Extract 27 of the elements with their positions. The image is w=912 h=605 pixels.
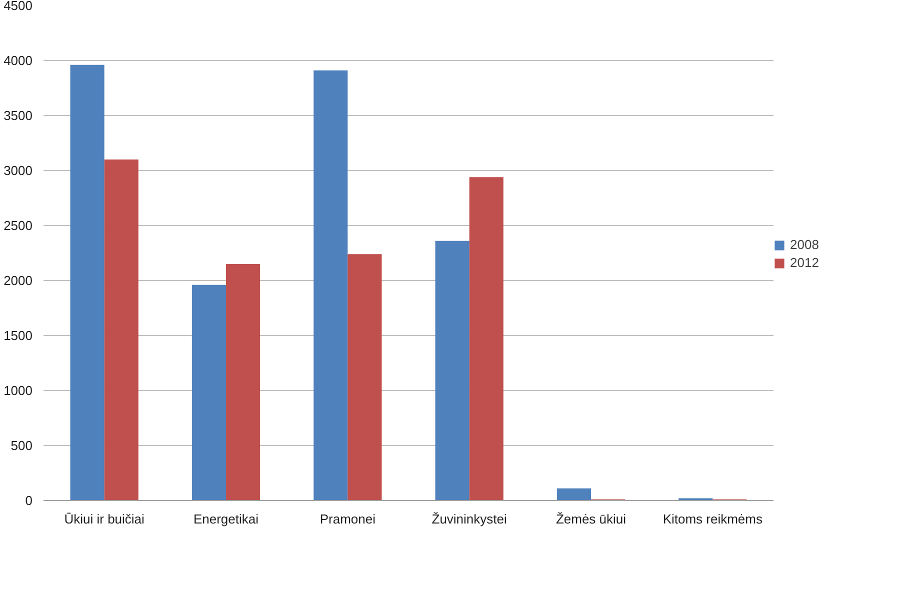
bar (192, 284, 226, 500)
y-tick-label: 3000 (4, 163, 32, 178)
bar (104, 160, 138, 500)
x-tick-label: Pramonei (320, 512, 376, 526)
bar (348, 254, 382, 500)
x-tick-label: Žemės ūkiui (556, 512, 626, 526)
bar (70, 64, 104, 500)
x-tick-label: Energetikai (193, 512, 259, 526)
bar (556, 488, 591, 500)
bar (226, 264, 260, 500)
legend-label: 2008 (790, 237, 819, 252)
y-tick-label: 2500 (4, 218, 32, 233)
y-tick-label: 0 (25, 493, 33, 508)
y-tick-label: 4500 (4, 0, 32, 13)
y-tick-label: 2000 (4, 273, 32, 288)
y-tick-label: 1000 (4, 383, 32, 398)
x-tick-label: Žuvininkystei (432, 512, 508, 526)
y-tick-label: 3500 (4, 108, 32, 123)
bar (435, 240, 470, 500)
y-tick-label: 500 (10, 438, 33, 453)
bar (314, 70, 348, 500)
y-tick-label: 1500 (4, 328, 32, 343)
bar (469, 177, 504, 500)
legend-label: 2012 (790, 255, 819, 270)
x-tick-label: Kitoms reikmėms (662, 512, 764, 526)
y-tick-label: 4000 (4, 53, 32, 68)
x-tick-label: Ūkiui ir buičiai (64, 512, 145, 526)
